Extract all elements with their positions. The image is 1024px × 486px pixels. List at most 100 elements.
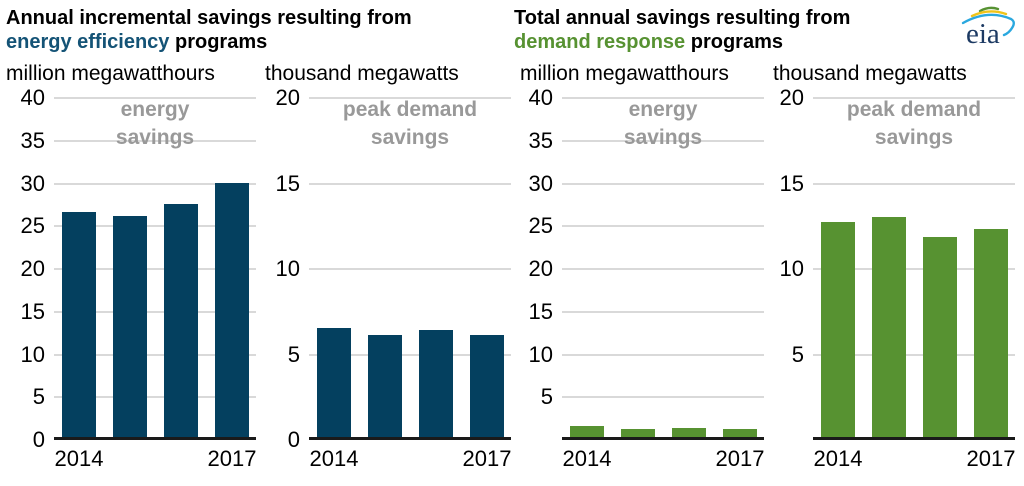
panel-dr-energy-savings: million megawatthours 40 35 30 25 20 15 10 5 en… xyxy=(520,62,764,474)
y-tick-label: 5 xyxy=(287,341,300,367)
bar-2016 xyxy=(164,203,198,439)
y-tick-label: 0 xyxy=(32,427,45,452)
x-axis-line xyxy=(562,437,764,440)
x-axis-labels: 2014 2017 xyxy=(562,446,765,474)
right-title-rest: programs xyxy=(690,31,783,53)
bar-2015 xyxy=(368,334,402,439)
x-axis-line xyxy=(813,437,1015,440)
gridline xyxy=(813,97,1015,99)
gridline xyxy=(813,182,1015,185)
right-chart-title: Total annual savings resulting from dema… xyxy=(514,6,1024,54)
bar-2017 xyxy=(974,228,1008,439)
gridline xyxy=(562,396,764,399)
gridline xyxy=(309,97,511,99)
y-tick-label: 15 xyxy=(779,170,804,196)
panel-label-line: peak demand xyxy=(342,98,478,121)
chart-area: 20 15 10 5 peak demand savings xyxy=(773,87,1015,440)
y-tick-label: 20 xyxy=(275,85,300,110)
y-tick-label: 40 xyxy=(528,85,553,110)
gridline xyxy=(54,97,256,99)
gridline xyxy=(54,139,256,142)
panel-label-line: peak demand xyxy=(846,98,982,121)
y-tick-label: 0 xyxy=(287,427,300,452)
bar-2014 xyxy=(570,426,604,439)
bar-2014 xyxy=(62,212,96,439)
gridline xyxy=(309,182,511,185)
x-tick-label: 2014 xyxy=(562,446,612,471)
x-tick-label: 2017 xyxy=(462,446,512,471)
gridline xyxy=(54,225,256,228)
x-axis-line xyxy=(54,437,256,440)
y-tick-label: 15 xyxy=(275,170,300,196)
bar-2015 xyxy=(113,215,147,439)
left-chart-title: Annual incremental savings resulting fro… xyxy=(6,6,514,54)
panel-label: energy savings xyxy=(54,96,256,152)
gridline xyxy=(562,268,764,270)
y-tick-label: 30 xyxy=(528,170,553,196)
gridline xyxy=(54,396,256,399)
svg-text:eia: eia xyxy=(966,18,1000,50)
left-title-accent: energy efficiency xyxy=(6,31,170,53)
gridline xyxy=(562,182,764,185)
y-tick-label: 5 xyxy=(32,384,45,410)
bar-2017 xyxy=(215,183,249,439)
plot-area: peak demand savings xyxy=(309,97,511,440)
eia-logo-icon: eia xyxy=(961,6,1015,50)
plot-area: energy savings xyxy=(54,96,256,440)
plot-area: peak demand savings xyxy=(813,96,1015,440)
gridline xyxy=(54,182,256,185)
panel-label-line: savings xyxy=(874,126,954,149)
plot-area: energy savings xyxy=(562,96,764,440)
y-tick-label: 10 xyxy=(20,341,45,367)
gridline xyxy=(54,310,256,313)
y-axis-unit-label: million megawatthours xyxy=(520,62,729,85)
y-tick-label: 30 xyxy=(20,170,45,196)
right-title-accent: demand response xyxy=(514,31,686,53)
x-axis-labels: 2014 2017 xyxy=(309,446,512,474)
gridline xyxy=(813,268,1015,270)
panel-label: energy savings xyxy=(562,96,764,152)
y-tick-label: 5 xyxy=(791,341,804,367)
bar-2016 xyxy=(419,329,453,439)
gridline xyxy=(54,268,256,270)
y-axis: 20 15 10 5 xyxy=(773,87,813,440)
y-axis: 40 35 30 25 20 15 10 5 xyxy=(520,87,562,440)
bar-2017 xyxy=(723,428,757,439)
panel-label-line: savings xyxy=(370,126,450,149)
chart-area: 40 35 30 25 20 15 10 5 energy savings xyxy=(520,87,764,440)
x-tick-label: 2014 xyxy=(813,446,863,471)
panel-label-line: savings xyxy=(623,126,703,149)
gridline xyxy=(562,310,764,313)
right-title-line1: Total annual savings resulting from xyxy=(514,7,851,29)
chart-area: 40 35 30 25 20 15 10 5 0 energy savings xyxy=(6,87,256,451)
panel-label: peak demand savings xyxy=(813,96,1015,152)
x-axis-labels: 2014 2017 xyxy=(54,446,257,474)
y-tick-label: 10 xyxy=(779,256,804,281)
y-axis: 40 35 30 25 20 15 10 5 0 xyxy=(6,87,54,451)
y-tick-label: 35 xyxy=(20,127,45,153)
gridline xyxy=(54,353,256,356)
left-title-rest: programs xyxy=(174,31,268,53)
y-tick-label: 5 xyxy=(540,384,553,410)
y-tick-label: 20 xyxy=(528,256,553,281)
bar-2017 xyxy=(470,334,504,439)
gridline xyxy=(562,353,764,356)
y-tick-label: 25 xyxy=(528,213,553,239)
gridline xyxy=(562,225,764,228)
bar-2015 xyxy=(872,216,906,439)
panel-ee-peak-demand-savings: thousand megawatts 20 15 10 5 0 peak demand s… xyxy=(265,62,511,474)
panel-ee-energy-savings: million megawatthours 40 35 30 25 20 15 10 5 0 e… xyxy=(6,62,256,474)
x-axis-labels: 2014 2017 xyxy=(813,446,1016,474)
y-tick-label: 35 xyxy=(528,127,553,153)
gridline xyxy=(309,268,511,270)
x-axis-line xyxy=(309,437,511,440)
y-axis-unit-label: thousand megawatts xyxy=(773,62,967,85)
x-tick-label: 2014 xyxy=(309,446,359,471)
y-axis: 20 15 10 5 0 xyxy=(265,87,309,451)
chart-area: 20 15 10 5 0 peak demand savings xyxy=(265,87,511,451)
panel-label-line: energy xyxy=(120,98,190,121)
left-title-line1: Annual incremental savings resulting fro… xyxy=(6,7,412,29)
panel-dr-peak-demand-savings: thousand megawatts 20 15 10 5 peak demand sa… xyxy=(773,62,1015,474)
y-tick-label: 40 xyxy=(20,85,45,110)
y-axis-unit-label: thousand megawatts xyxy=(265,62,459,85)
